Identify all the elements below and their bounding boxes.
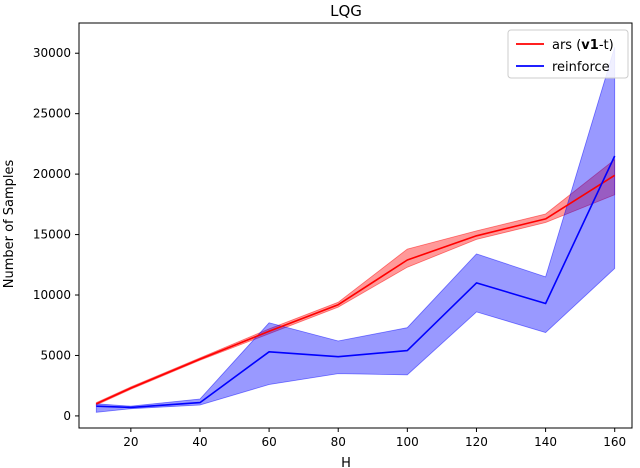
y-tick-label: 5000	[40, 348, 71, 362]
x-tick-label: 160	[603, 435, 626, 449]
y-tick-label: 0	[63, 409, 71, 423]
reinforce-legend-label: reinforce	[552, 60, 610, 75]
reinforce-confidence-band	[95, 47, 616, 413]
x-tick-label: 100	[396, 435, 419, 449]
chart-title: LQG	[330, 2, 362, 20]
y-axis-label: Number of Samples	[2, 160, 17, 289]
reinforce-mean-line	[96, 155, 616, 409]
x-tick-label: 120	[465, 435, 488, 449]
y-tick-label: 20000	[33, 167, 71, 181]
x-tick-label: 40	[192, 435, 207, 449]
x-tick-label: 60	[261, 435, 276, 449]
confidence-bands	[95, 47, 616, 413]
y-tick-label: 30000	[33, 46, 71, 60]
legend: ars (v1-t) reinforce	[507, 29, 629, 79]
ars-v1-t-mean-line	[95, 174, 616, 405]
y-tick-label: 25000	[33, 107, 71, 121]
ars-v1-t-legend-label: ars (v1-t)	[552, 38, 614, 53]
y-tick-label: 15000	[33, 228, 71, 242]
x-tick-label: 80	[331, 435, 346, 449]
x-tick-label: 20	[123, 435, 138, 449]
axes: 20 40 60 80 100 120 140 160 0 5000 10000 15000 20000…	[33, 22, 633, 449]
y-tick-label: 10000	[33, 288, 71, 302]
series-lines	[95, 155, 616, 409]
x-axis-label: H	[341, 456, 351, 468]
plot-frame	[78, 22, 633, 429]
x-tick-label: 140	[534, 435, 557, 449]
